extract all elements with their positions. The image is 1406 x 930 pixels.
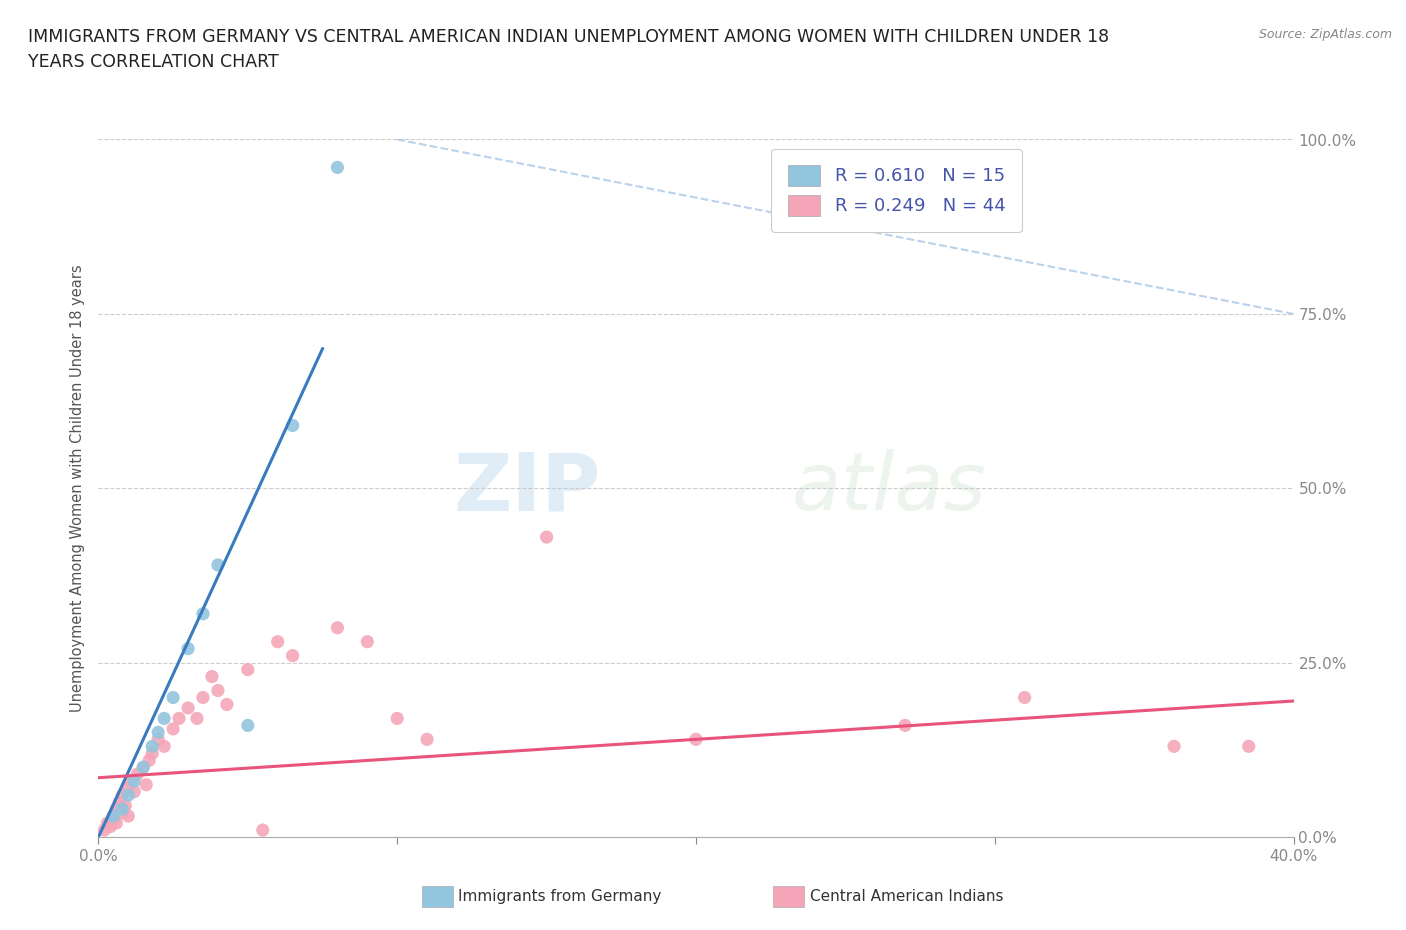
Point (103, 809, 125, 824)
Point (191, 606, 214, 621)
Point (124, 784, 146, 799)
Point (114, 798, 136, 813)
Point (281, 418, 304, 433)
Point (120, 774, 142, 789)
Point (236, 718, 259, 733)
Point (267, 634, 290, 649)
Point (141, 738, 163, 753)
Point (536, 530, 558, 545)
Point (132, 760, 155, 775)
Point (127, 766, 149, 781)
Point (135, 777, 157, 792)
Point (1237, 738, 1260, 753)
Point (162, 690, 184, 705)
Point (207, 558, 229, 573)
Point (100, 819, 122, 834)
Point (356, 634, 378, 649)
Point (111, 802, 134, 817)
Legend: R = 0.610   N = 15, R = 0.249   N = 44: R = 0.610 N = 15, R = 0.249 N = 44 (772, 149, 1022, 232)
Y-axis label: Unemployment Among Women with Children Under 18 years: Unemployment Among Women with Children U… (69, 264, 84, 712)
Point (103, 809, 125, 824)
Point (186, 711, 208, 725)
Point (201, 670, 224, 684)
Point (132, 760, 155, 775)
Point (281, 648, 304, 663)
Point (105, 802, 128, 817)
Text: Central American Indians: Central American Indians (810, 889, 1004, 904)
Point (111, 805, 134, 820)
Point (177, 642, 200, 657)
Point (1163, 738, 1185, 753)
Point (326, 160, 349, 175)
Point (1014, 690, 1036, 705)
Point (385, 711, 409, 725)
Text: Immigrants from Germany: Immigrants from Germany (458, 889, 662, 904)
Point (153, 738, 176, 753)
Point (141, 746, 163, 761)
Point (117, 788, 139, 803)
Point (207, 683, 229, 698)
Point (117, 809, 139, 824)
Text: Source: ZipAtlas.com: Source: ZipAtlas.com (1258, 28, 1392, 41)
Point (148, 725, 170, 740)
Point (416, 732, 439, 747)
Point (215, 698, 238, 712)
Text: IMMIGRANTS FROM GERMANY VS CENTRAL AMERICAN INDIAN UNEMPLOYMENT AMONG WOMEN WITH: IMMIGRANTS FROM GERMANY VS CENTRAL AMERI… (28, 28, 1109, 71)
Point (162, 722, 184, 737)
Point (326, 620, 349, 635)
Point (138, 753, 160, 768)
Point (177, 700, 200, 715)
Point (148, 732, 170, 747)
Point (236, 662, 259, 677)
Text: atlas: atlas (792, 449, 987, 527)
Point (117, 781, 139, 796)
Point (685, 732, 707, 747)
Point (108, 794, 131, 809)
Point (153, 711, 176, 725)
Point (103, 812, 125, 827)
Point (124, 774, 146, 789)
Point (93, 823, 115, 838)
Point (252, 823, 274, 838)
Point (167, 711, 190, 725)
Point (105, 816, 128, 830)
Point (111, 788, 134, 803)
Point (191, 690, 214, 705)
Text: ZIP: ZIP (453, 449, 600, 527)
Point (96, 816, 118, 830)
Point (894, 718, 917, 733)
